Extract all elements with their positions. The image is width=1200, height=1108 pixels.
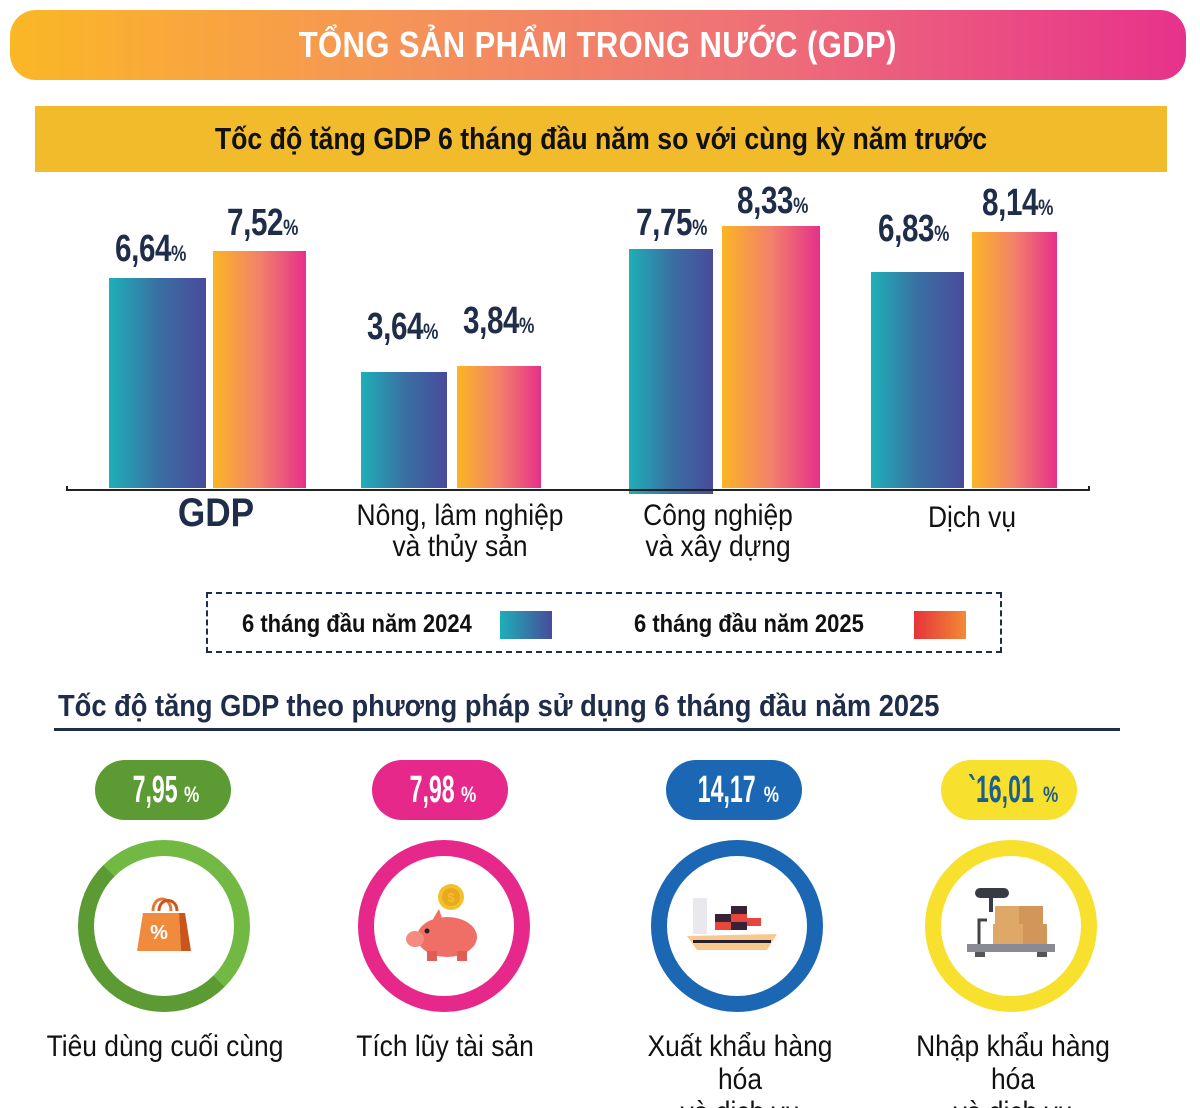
metric-label: Tiêu dùng cuối cùng [46,1030,284,1063]
section-title: Tốc độ tăng GDP theo phương pháp sử dụng… [58,688,940,723]
legend-swatch-2025 [914,611,966,639]
legend-label-2024: 6 tháng đầu năm 2024 [242,610,472,638]
metric-label: Nhập khẩu hàng hóa và dịch vụ [916,1030,1110,1108]
bar-agriculture-2024 [361,372,447,488]
chart-title: Tốc độ tăng GDP 6 tháng đầu năm so với c… [214,121,988,156]
metric-asset-accumulation: 7,98% $ Tích lũy tài sản [320,760,580,1100]
value-label: 7,75% [636,202,708,244]
svg-text:$: $ [447,890,455,905]
metric-imports: `16,01% Nhập khẩu hàng hóa và dịch vụ [895,760,1155,1108]
value-label: 8,33% [737,180,809,222]
cargo-ship-icon [687,884,787,969]
scale-boxes-icon [961,884,1061,969]
ring [925,840,1097,1012]
category-label-agriculture: Nông, lâm nghiệp và thủy sản [356,499,564,563]
bar-agriculture-2025 [457,366,541,488]
svg-text:%: % [150,922,168,944]
metric-final-consumption: 7,95% % Tiêu dùng cuối cùng [40,760,300,1100]
chart-legend: 6 tháng đầu năm 2024 6 tháng đầu năm 202… [206,592,1002,653]
category-label-services: Dịch vụ [927,501,1017,534]
section-divider [54,728,1120,731]
bar-chart: 6,64% 7,52% 3,64% 3,84% 7,75% 8,33% 6,83… [0,172,1200,592]
x-axis [66,486,1090,491]
metric-label: Xuất khẩu hàng hóa và dịch vụ [647,1030,833,1108]
bar-gdp-2025 [213,251,306,488]
category-label-gdp: GDP [177,491,255,535]
metric-label: Tích lũy tài sản [356,1030,534,1063]
value-label: 8,14% [982,182,1054,224]
subtitle-banner: Tốc độ tăng GDP 6 tháng đầu năm so với c… [35,106,1167,172]
piggy-bank-icon: $ [399,879,489,974]
bars-area: 6,64% 7,52% 3,64% 3,84% 7,75% 8,33% 6,83… [0,172,1200,494]
value-pill: 7,98% [372,760,508,820]
value-pill: `16,01% [941,760,1077,820]
shopping-bag-icon: % [129,889,199,964]
value-label: 3,84% [463,300,535,342]
value-label: 7,52% [227,202,299,244]
ring [651,840,823,1012]
ring: $ [358,840,530,1012]
bar-services-2024 [871,272,964,488]
value-label: 6,83% [878,208,950,250]
metric-exports: 14,17% Xuất khẩu hàng hóa và dịch vụ [620,760,880,1108]
value-label: 3,64% [367,306,439,348]
page-title: TỔNG SẢN PHẨM TRONG NƯỚC (GDP) [298,24,898,65]
value-pill: 7,95% [95,760,231,820]
legend-swatch-2024 [500,611,552,639]
bar-industry-2025 [722,226,820,488]
title-banner: TỔNG SẢN PHẨM TRONG NƯỚC (GDP) [10,10,1186,80]
legend-label-2025: 6 tháng đầu năm 2025 [634,610,864,638]
bar-industry-2024 [629,249,713,494]
bar-gdp-2024 [109,278,206,488]
value-pill: 14,17% [666,760,802,820]
value-label: 6,64% [115,228,187,270]
ring: % [78,840,250,1012]
category-label-industry: Công nghiệp và xây dựng [643,499,793,563]
bar-services-2025 [972,232,1057,488]
